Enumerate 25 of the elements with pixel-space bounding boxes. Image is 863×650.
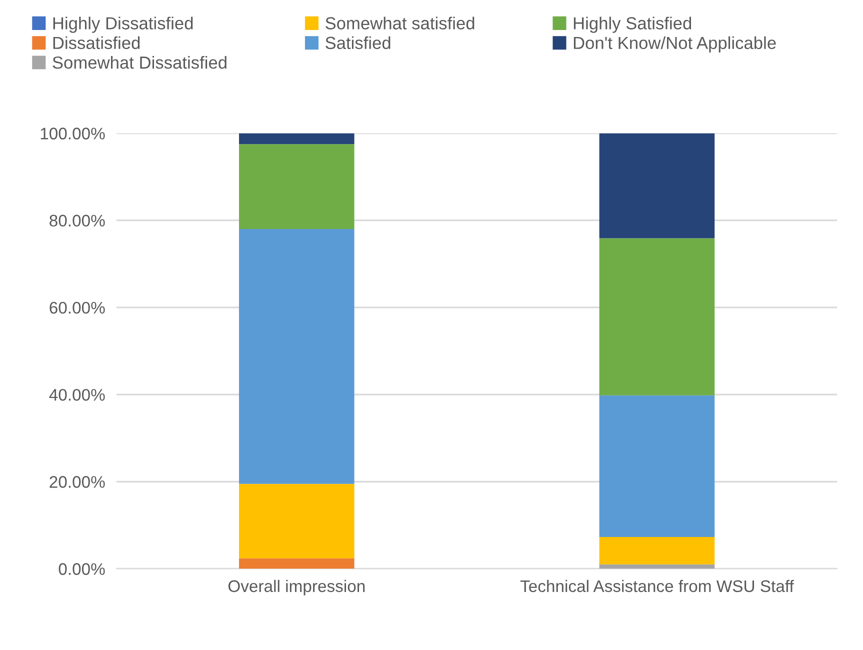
bar — [239, 558, 354, 569]
bar — [239, 229, 354, 484]
x-tick-label: Technical Assistance from WSU Staff — [520, 580, 794, 592]
legend-label: Satisfied — [326, 36, 390, 50]
y-tick-label: 20.00% — [50, 476, 105, 488]
bar — [599, 238, 715, 396]
legend-label: Highly Satisfied — [574, 16, 692, 33]
legend-label: Don't Know/Not Applicable — [574, 36, 776, 53]
y-tick-label: 80.00% — [50, 214, 105, 227]
bar — [599, 133, 715, 238]
y-tick-label: 40.00% — [49, 388, 105, 401]
bar — [599, 395, 715, 537]
bar — [239, 133, 354, 144]
bar — [239, 144, 354, 230]
legend-label: Somewhat Dissatisfied — [52, 56, 226, 69]
bar — [599, 536, 715, 564]
y-tick-label: 0.00% — [58, 563, 105, 575]
legend-label: Somewhat satisfied — [326, 16, 474, 30]
bar — [239, 484, 354, 558]
bar — [599, 564, 715, 569]
y-tick-label: 100.00% — [40, 128, 105, 140]
y-tick-label: 60.00% — [50, 302, 105, 314]
legend-label: Highly Dissatisfied — [53, 16, 193, 33]
legend-label: Dissatisfied — [53, 36, 140, 50]
x-tick-label: Overall impression — [228, 580, 365, 596]
